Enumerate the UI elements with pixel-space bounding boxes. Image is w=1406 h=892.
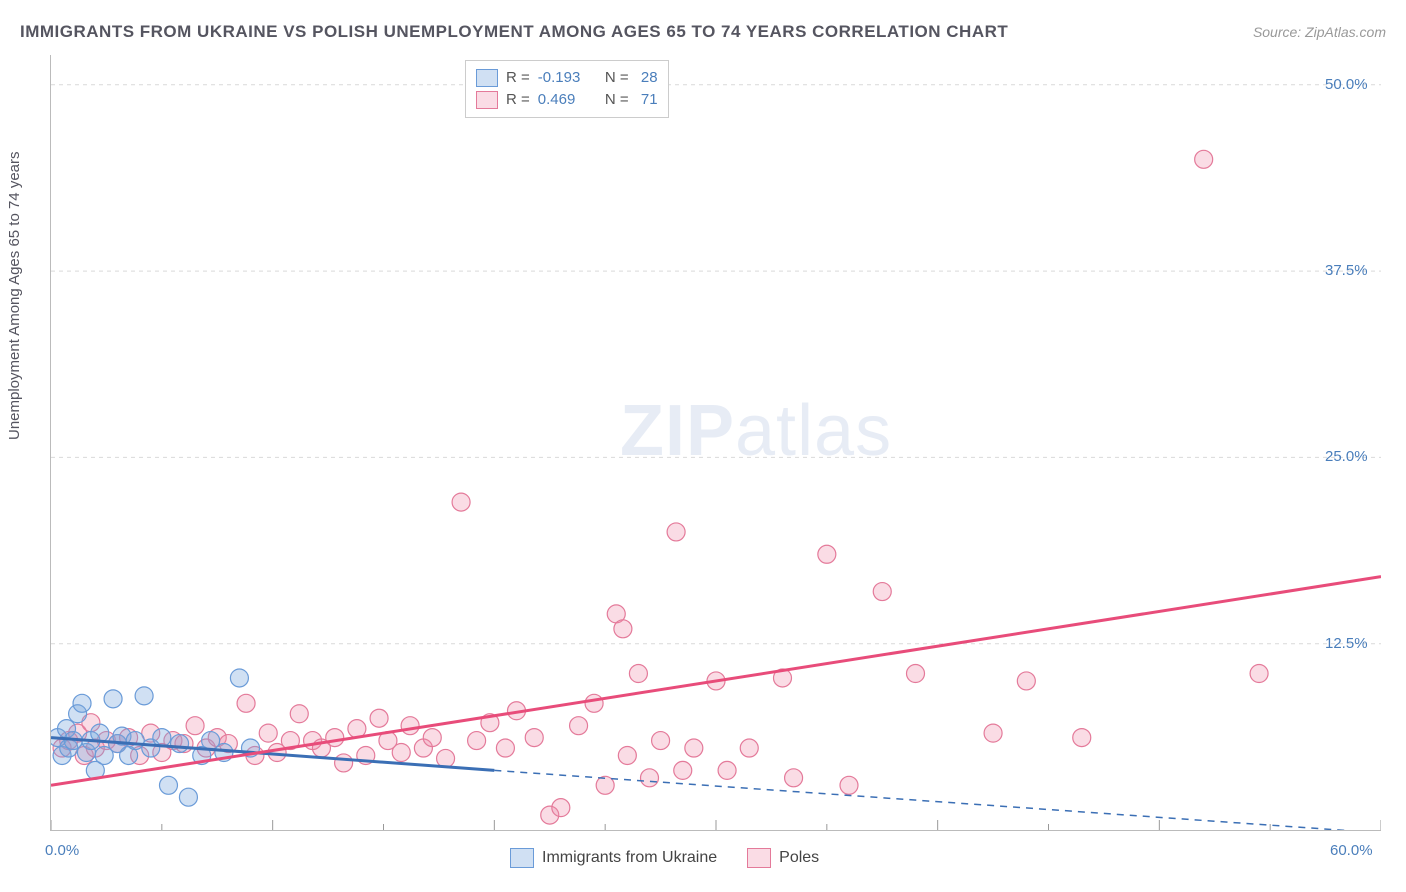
legend-n-label: N = (601, 89, 629, 111)
legend-swatch (510, 848, 534, 868)
data-point (186, 717, 204, 735)
data-point (873, 583, 891, 601)
data-point (135, 687, 153, 705)
data-point (1073, 729, 1091, 747)
data-point (335, 754, 353, 772)
data-point (907, 665, 925, 683)
legend-r-value: -0.193 (538, 67, 593, 89)
legend-n-label: N = (601, 67, 629, 89)
data-point (552, 799, 570, 817)
scatter-plot (50, 55, 1381, 831)
x-tick-label: 60.0% (1330, 842, 1373, 859)
source-attribution: Source: ZipAtlas.com (1253, 24, 1386, 40)
data-point (370, 709, 388, 727)
chart-container: IMMIGRANTS FROM UKRAINE VS POLISH UNEMPL… (0, 0, 1406, 892)
legend-swatch (476, 69, 498, 87)
data-point (437, 749, 455, 767)
data-point (525, 729, 543, 747)
legend-item: Poles (747, 848, 819, 868)
data-point (326, 729, 344, 747)
data-point (674, 761, 692, 779)
series-legend: Immigrants from Ukraine Poles (510, 848, 819, 868)
data-point (259, 724, 277, 742)
legend-r-label: R = (506, 89, 530, 111)
legend-n-value: 71 (637, 89, 658, 111)
data-point (230, 669, 248, 687)
y-tick-label: 50.0% (1325, 76, 1368, 93)
legend-r-label: R = (506, 67, 530, 89)
data-point (984, 724, 1002, 742)
data-point (667, 523, 685, 541)
data-point (585, 694, 603, 712)
data-point (171, 735, 189, 753)
legend-row: R = 0.469 N = 71 (476, 89, 658, 111)
correlation-legend: R = -0.193 N = 28 R = 0.469 N = 71 (465, 60, 669, 118)
data-point (1195, 150, 1213, 168)
data-point (496, 739, 514, 757)
legend-label: Immigrants from Ukraine (542, 849, 717, 867)
y-tick-label: 37.5% (1325, 262, 1368, 279)
data-point (840, 776, 858, 794)
x-tick-label: 0.0% (45, 842, 79, 859)
data-point (618, 746, 636, 764)
data-point (570, 717, 588, 735)
data-point (401, 717, 419, 735)
data-point (740, 739, 758, 757)
data-point (104, 690, 122, 708)
legend-item: Immigrants from Ukraine (510, 848, 717, 868)
data-point (685, 739, 703, 757)
data-point (468, 732, 486, 750)
data-point (392, 744, 410, 762)
data-point (652, 732, 670, 750)
data-point (629, 665, 647, 683)
data-point (1250, 665, 1268, 683)
data-point (452, 493, 470, 511)
trend-line (51, 577, 1381, 786)
legend-row: R = -0.193 N = 28 (476, 67, 658, 89)
data-point (718, 761, 736, 779)
data-point (73, 694, 91, 712)
data-point (290, 705, 308, 723)
y-axis-label: Unemployment Among Ages 65 to 74 years (6, 151, 23, 440)
legend-swatch (747, 848, 771, 868)
data-point (179, 788, 197, 806)
data-point (159, 776, 177, 794)
data-point (641, 769, 659, 787)
legend-label: Poles (779, 849, 819, 867)
y-tick-label: 12.5% (1325, 635, 1368, 652)
y-tick-label: 25.0% (1325, 448, 1368, 465)
legend-swatch (476, 91, 498, 109)
data-point (1017, 672, 1035, 690)
legend-n-value: 28 (637, 67, 658, 89)
data-point (818, 545, 836, 563)
legend-r-value: 0.469 (538, 89, 593, 111)
data-point (423, 729, 441, 747)
data-point (785, 769, 803, 787)
chart-title: IMMIGRANTS FROM UKRAINE VS POLISH UNEMPL… (20, 22, 1008, 42)
data-point (614, 620, 632, 638)
data-point (237, 694, 255, 712)
